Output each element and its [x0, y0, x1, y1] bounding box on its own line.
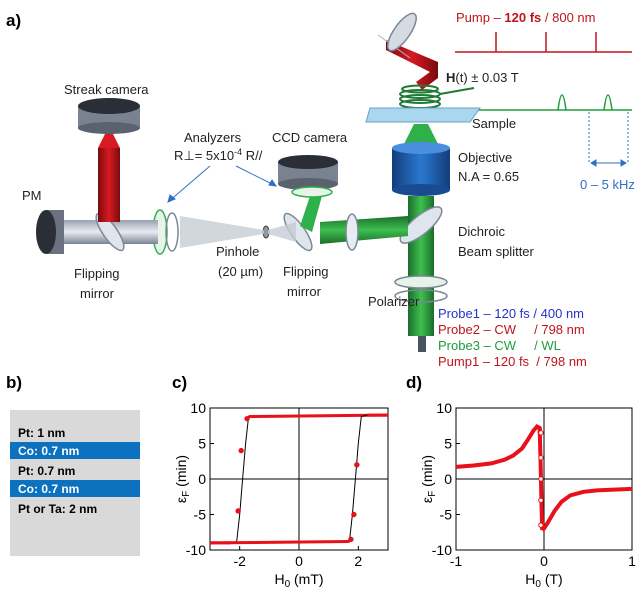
y-tick-label: -10 — [432, 542, 452, 558]
data-point — [538, 476, 544, 482]
panel-a-label: a) — [6, 11, 21, 30]
freq-markers — [588, 112, 629, 162]
data-point — [538, 522, 544, 528]
pump-pulse-train — [455, 32, 632, 53]
series-flat — [209, 539, 350, 545]
y-tick-label: -5 — [194, 507, 207, 523]
analyzer-right — [345, 213, 359, 251]
series-line-1 — [540, 486, 633, 532]
data-point — [348, 536, 354, 543]
flipping-mirror-left — [95, 212, 125, 252]
focus-cone — [402, 124, 440, 148]
y-tick-label: 10 — [436, 400, 452, 416]
flipping-mirror-left-label-2: mirror — [80, 286, 115, 301]
dichroic-label-1: Dichroic — [458, 224, 505, 239]
freq-label: 0 – 5 kHz — [580, 177, 635, 192]
y-tick-label: 0 — [198, 471, 206, 487]
y-axis-label: εF (min) — [419, 455, 438, 503]
layer-3: Pt: 0.7 nm — [18, 464, 75, 478]
dichroic-splitter — [399, 206, 443, 244]
series-line-0 — [455, 423, 545, 531]
data-point — [351, 511, 357, 518]
flipping-mirror-right-label-1: Flipping — [283, 264, 329, 279]
objective-label: Objective — [458, 150, 512, 165]
x-tick-label: -2 — [233, 553, 246, 569]
na-label: N.A = 0.65 — [458, 169, 519, 184]
streak-beam — [98, 148, 120, 222]
y-tick-label: 10 — [190, 400, 206, 416]
flipping-mirror-right-label-2: mirror — [287, 284, 322, 299]
layer-4: Co: 0.7 nm — [18, 482, 79, 496]
y-tick-label: 5 — [444, 436, 452, 452]
y-axis-label: εF (min) — [173, 455, 192, 503]
chart-c: c)10 5 0 -5 -10 -2 0 2 εF (min) H0 (mT) — [172, 373, 389, 589]
converging-beam — [180, 216, 264, 248]
dichroic-label-2: Beam splitter — [458, 244, 535, 259]
data-point — [538, 455, 544, 461]
ccd-camera — [278, 155, 338, 198]
probe3-label: Probe3 – CW / WL — [438, 338, 561, 353]
x-tick-label: 0 — [540, 553, 548, 569]
x-axis-label: H0 (mT) — [274, 571, 323, 589]
chart-panel-label: c) — [172, 373, 187, 392]
analyzers-label: Analyzers — [184, 130, 242, 145]
pump-beam — [377, 34, 438, 90]
polarizer — [394, 275, 448, 303]
probe-return-beam — [320, 216, 408, 244]
layer-2: Co: 0.7 nm — [18, 444, 79, 458]
polarizer-label: Polarizer — [368, 294, 420, 309]
x-tick-label: 2 — [354, 553, 362, 569]
probe2-label: Probe2 – CW / 798 nm — [438, 322, 585, 337]
sample-label: Sample — [472, 116, 516, 131]
pump1-label: Pump1 – 120 fs / 798 nm — [438, 354, 587, 369]
data-point — [244, 415, 250, 422]
data-point — [235, 508, 241, 514]
streak-camera-label: Streak camera — [64, 82, 149, 97]
y-tick-label: 0 — [444, 471, 452, 487]
x-tick-label: 0 — [295, 553, 303, 569]
pinhole-label-2: (20 µm) — [218, 264, 263, 279]
data-point — [354, 462, 360, 468]
beam-input-port — [418, 336, 426, 352]
layer-stack: Pt: 1 nm Co: 0.7 nm Pt: 0.7 nm Co: 0.7 n… — [10, 410, 140, 556]
panel-b-label: b) — [6, 373, 22, 392]
x-tick-label: 1 — [628, 553, 636, 569]
data-point — [238, 447, 244, 454]
probe-legend: Probe1 – 120 fs / 400 nm Probe2 – CW / 7… — [438, 306, 587, 369]
flipping-mirror-left-label-1: Flipping — [74, 266, 120, 281]
x-axis-label: H0 (T) — [525, 571, 562, 589]
streak-camera — [78, 98, 140, 134]
objective-lens — [392, 142, 450, 196]
pinhole-label-1: Pinhole — [216, 244, 259, 259]
y-tick-label: 5 — [198, 436, 206, 452]
sample-plate — [365, 107, 481, 123]
ccd-camera-label: CCD camera — [272, 130, 348, 145]
pump-mirror — [387, 12, 417, 52]
pump-label: Pump – 120 fs / 800 nm — [456, 10, 596, 25]
photomultiplier — [36, 210, 64, 254]
field-coil — [399, 84, 475, 109]
data-point — [538, 497, 544, 503]
ccd-beam — [300, 196, 322, 232]
layer-5: Pt or Ta: 2 nm — [18, 502, 97, 516]
data-point — [538, 430, 544, 436]
analyzer-arrows — [167, 165, 278, 203]
field-label: H(t) ± 0.03 T — [446, 70, 519, 85]
freq-arrow — [590, 159, 627, 167]
analyzer-ratio: R⊥= 5x10-4 R// — [174, 147, 263, 163]
chart-panel-label: d) — [406, 373, 422, 392]
probe1-label: Probe1 – 120 fs / 400 nm — [438, 306, 584, 321]
field-pulse-train — [475, 94, 632, 111]
y-tick-label: -5 — [440, 507, 453, 523]
layer-1: Pt: 1 nm — [18, 426, 65, 440]
diverging-beam — [268, 222, 296, 242]
pm-label: PM — [22, 188, 42, 203]
y-tick-label: -10 — [186, 542, 206, 558]
x-tick-label: -1 — [450, 553, 463, 569]
